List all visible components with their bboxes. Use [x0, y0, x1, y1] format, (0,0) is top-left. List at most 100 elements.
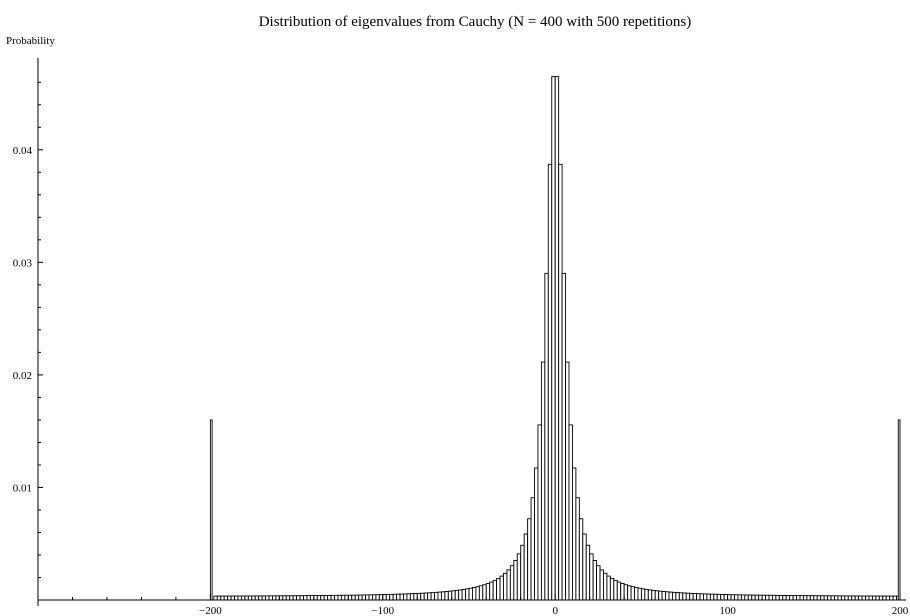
histogram-bar	[282, 595, 287, 601]
histogram-bar	[323, 595, 329, 601]
histogram-bar	[661, 591, 666, 601]
histogram-bar	[603, 572, 608, 601]
histogram-bar	[627, 585, 632, 601]
histogram-bar	[320, 595, 325, 601]
histogram-bar	[268, 595, 273, 601]
histogram-bar	[340, 594, 346, 601]
histogram-bar	[754, 594, 760, 601]
histogram-bar	[354, 594, 360, 601]
histogram-bar	[530, 497, 535, 601]
histogram-bar	[223, 595, 229, 601]
histogram-bar	[675, 592, 680, 601]
histogram-bar	[313, 595, 318, 601]
histogram-bar	[751, 594, 756, 601]
histogram-bar	[665, 591, 670, 601]
histogram-bar	[489, 581, 494, 601]
histogram-bar	[554, 76, 560, 601]
histogram-bar	[327, 594, 332, 601]
histogram-bar	[668, 591, 673, 601]
histogram-bar	[403, 593, 408, 601]
histogram-bar	[578, 518, 584, 601]
histogram-bar	[882, 595, 887, 601]
histogram-bar	[799, 595, 804, 601]
histogram-bar	[375, 594, 380, 601]
histogram-bar	[365, 594, 370, 601]
histogram-bar	[734, 594, 739, 601]
histogram-bar	[220, 595, 225, 601]
histogram-bar	[606, 575, 611, 601]
histogram-bar	[509, 565, 515, 601]
histogram-bar	[247, 595, 253, 601]
histogram-bar	[275, 595, 280, 601]
histogram-bar	[692, 593, 698, 601]
histogram-bar	[503, 572, 508, 601]
histogram-bar	[647, 589, 653, 601]
histogram-bar	[382, 594, 387, 601]
histogram-bar	[816, 595, 822, 601]
histogram-bar	[644, 588, 649, 601]
histogram-bar	[409, 593, 415, 601]
histogram-bar	[372, 594, 377, 601]
histogram-bar	[778, 594, 784, 601]
histogram-bar	[427, 592, 432, 601]
histogram-bar	[420, 592, 425, 601]
histogram-bar	[485, 583, 491, 601]
histogram-bar	[868, 595, 873, 601]
histogram-bar	[444, 591, 449, 601]
histogram-bar	[430, 592, 435, 601]
histogram-bar	[216, 595, 222, 601]
histogram-bar	[447, 590, 453, 601]
histogram-bar	[261, 595, 267, 601]
histogram-bar	[858, 595, 863, 601]
histogram-bar	[658, 590, 663, 601]
histogram-bar	[582, 533, 587, 601]
histogram-bar	[561, 272, 566, 601]
histogram-bar	[437, 591, 442, 601]
histogram-bar	[761, 594, 766, 601]
histogram-bar	[651, 589, 656, 601]
histogram-bar	[685, 592, 691, 601]
x-tick-label: −200	[199, 605, 222, 616]
histogram-bar	[278, 595, 284, 601]
histogram-bar	[258, 595, 263, 601]
x-tick-label: −100	[371, 605, 394, 616]
histogram-bar	[454, 589, 460, 601]
chart-title: Distribution of eigenvalues from Cauchy …	[259, 14, 692, 30]
histogram-bar	[834, 595, 839, 601]
histogram-bar	[740, 594, 746, 601]
histogram-bar	[768, 594, 773, 601]
histogram-bar	[482, 584, 487, 601]
histogram-bar	[571, 467, 577, 601]
histogram-bar	[330, 594, 335, 601]
y-tick-label: 0.03	[13, 257, 33, 269]
histogram-bar	[244, 595, 249, 601]
histogram-bar	[440, 591, 446, 601]
histogram-bar	[792, 595, 798, 601]
histogram-bar	[709, 593, 715, 601]
histogram-bar	[399, 593, 404, 601]
axes-group: 0.01 0.02 0.03 0.04 −200 −100 0 100 200	[13, 58, 909, 616]
histogram-bar	[620, 583, 625, 601]
histogram-bar	[292, 595, 298, 601]
histogram-bar	[827, 595, 832, 601]
histogram-bar	[885, 595, 891, 601]
x-tick-label: 100	[719, 605, 736, 616]
histogram-bar	[716, 593, 722, 601]
histogram-bar	[613, 579, 618, 601]
y-axis-label: Probability	[6, 35, 55, 47]
histogram-bar	[703, 593, 708, 601]
histogram-bar	[723, 594, 729, 601]
histogram-bar	[737, 594, 742, 601]
histogram-bar	[634, 587, 639, 601]
histogram-bar	[609, 577, 615, 601]
histogram-bar	[396, 593, 401, 601]
histogram-bar	[306, 595, 311, 601]
histogram-bar	[630, 586, 635, 601]
y-tick-label: 0.02	[13, 370, 32, 382]
histogram-bar	[475, 586, 480, 601]
histogram-bar	[844, 595, 849, 601]
histogram-bar	[678, 592, 684, 601]
histogram-bar	[847, 595, 853, 601]
histogram-bar	[254, 595, 260, 601]
